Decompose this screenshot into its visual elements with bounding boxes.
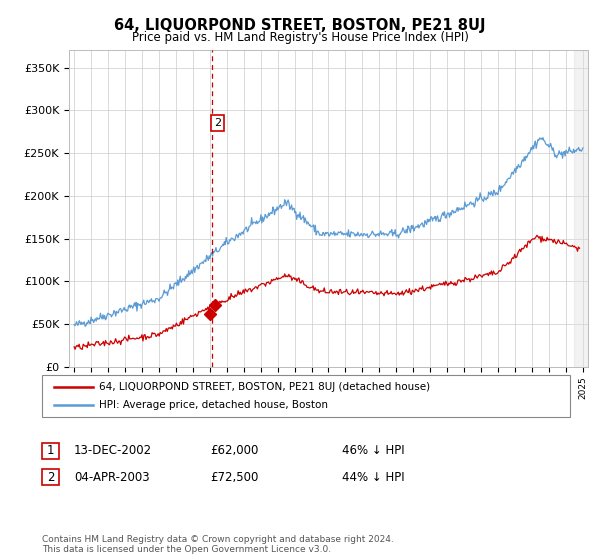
Text: 64, LIQUORPOND STREET, BOSTON, PE21 8UJ (detached house): 64, LIQUORPOND STREET, BOSTON, PE21 8UJ …	[99, 382, 430, 392]
Text: 2: 2	[214, 118, 221, 128]
Text: 13-DEC-2002: 13-DEC-2002	[74, 444, 152, 458]
Text: 64, LIQUORPOND STREET, BOSTON, PE21 8UJ: 64, LIQUORPOND STREET, BOSTON, PE21 8UJ	[114, 18, 486, 33]
Text: 44% ↓ HPI: 44% ↓ HPI	[342, 470, 404, 484]
Text: HPI: Average price, detached house, Boston: HPI: Average price, detached house, Bost…	[99, 400, 328, 410]
Text: £62,000: £62,000	[210, 444, 259, 458]
Text: 04-APR-2003: 04-APR-2003	[74, 470, 149, 484]
Text: 46% ↓ HPI: 46% ↓ HPI	[342, 444, 404, 458]
Text: Contains HM Land Registry data © Crown copyright and database right 2024.
This d: Contains HM Land Registry data © Crown c…	[42, 535, 394, 554]
Text: 2: 2	[47, 470, 54, 484]
Bar	[574, 50, 588, 367]
Text: £72,500: £72,500	[210, 470, 259, 484]
Text: 1: 1	[47, 444, 54, 458]
Text: Price paid vs. HM Land Registry's House Price Index (HPI): Price paid vs. HM Land Registry's House …	[131, 31, 469, 44]
